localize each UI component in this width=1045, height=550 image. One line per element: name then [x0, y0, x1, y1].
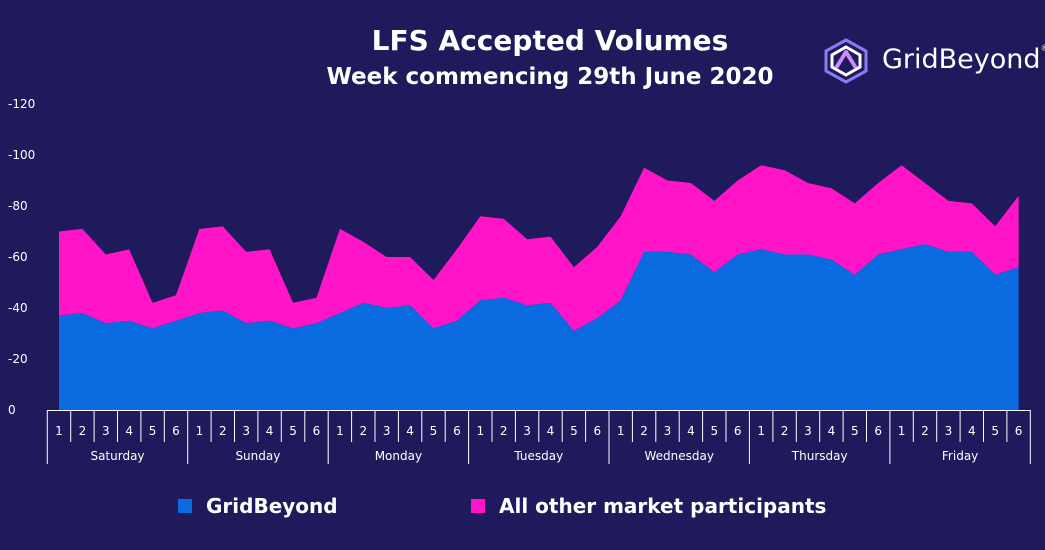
y-tick-label: -80	[8, 199, 28, 213]
series-area-others	[59, 165, 1019, 331]
x-day-label: Sunday	[235, 449, 280, 463]
x-period-label: 6	[593, 424, 601, 438]
x-period-label: 5	[430, 424, 438, 438]
x-period-label: 2	[359, 424, 367, 438]
x-period-label: 1	[898, 424, 906, 438]
chart-title-block: LFS Accepted Volumes Week commencing 29t…	[0, 24, 1045, 93]
x-period-label: 4	[828, 424, 836, 438]
x-period-label: 5	[570, 424, 578, 438]
chart-subtitle: Week commencing 29th June 2020	[326, 64, 774, 90]
series-area-gridbeyond	[59, 244, 1019, 410]
legend-label-gridbeyond: GridBeyond	[206, 494, 338, 518]
legend-label-others: All other market participants	[499, 494, 827, 518]
y-tick-label: -120	[8, 97, 35, 111]
x-period-label: 2	[219, 424, 227, 438]
x-period-label: 3	[945, 424, 953, 438]
x-period-label: 6	[734, 424, 742, 438]
logo-text: GridBeyond®	[882, 44, 1045, 75]
x-period-label: 2	[781, 424, 789, 438]
gridbeyond-logo-icon	[824, 38, 868, 84]
x-period-label: 6	[453, 424, 461, 438]
x-day-label: Saturday	[90, 449, 144, 463]
x-period-label: 4	[687, 424, 695, 438]
x-period-label: 3	[383, 424, 391, 438]
x-period-label: 5	[710, 424, 718, 438]
x-day-label: Tuesday	[513, 449, 563, 463]
y-tick-label: -40	[8, 301, 28, 315]
x-period-label: 4	[968, 424, 976, 438]
x-period-label: 2	[921, 424, 929, 438]
x-period-label: 3	[523, 424, 531, 438]
chart-title: LFS Accepted Volumes	[371, 24, 729, 57]
x-period-label: 4	[547, 424, 555, 438]
gridbeyond-logo: GridBeyond®	[822, 38, 1045, 84]
x-period-label: 1	[757, 424, 765, 438]
logo-registered-mark: ®	[1041, 44, 1045, 54]
x-day-label: Monday	[375, 449, 422, 463]
x-period-label: 3	[242, 424, 250, 438]
x-period-label: 6	[313, 424, 321, 438]
x-period-label: 1	[196, 424, 204, 438]
x-period-label: 1	[476, 424, 484, 438]
x-period-label: 6	[874, 424, 882, 438]
x-period-label: 4	[266, 424, 274, 438]
y-tick-label: -100	[8, 148, 35, 162]
x-period-label: 1	[55, 424, 63, 438]
x-period-label: 4	[125, 424, 133, 438]
x-day-label: Friday	[942, 449, 978, 463]
legend-swatch-gridbeyond	[178, 499, 192, 513]
x-period-label: 5	[149, 424, 157, 438]
logo-wordmark: GridBeyond	[882, 44, 1041, 75]
x-period-label: 4	[406, 424, 414, 438]
x-period-label: 5	[991, 424, 999, 438]
x-period-label: 2	[79, 424, 87, 438]
x-period-label: 2	[640, 424, 648, 438]
legend-item-others: All other market participants	[471, 490, 826, 522]
y-tick-label: -20	[8, 352, 28, 366]
x-period-label: 2	[500, 424, 508, 438]
x-period-label: 1	[617, 424, 625, 438]
x-day-label: Wednesday	[644, 449, 713, 463]
x-period-label: 3	[102, 424, 110, 438]
x-period-label: 5	[851, 424, 859, 438]
y-tick-label: -60	[8, 250, 28, 264]
x-period-label: 3	[804, 424, 812, 438]
x-period-label: 6	[172, 424, 180, 438]
x-period-label: 1	[336, 424, 344, 438]
legend-item-gridbeyond: GridBeyond	[178, 490, 338, 522]
x-period-label: 6	[1015, 424, 1023, 438]
y-tick-label: 0	[8, 403, 16, 417]
x-period-label: 5	[289, 424, 297, 438]
x-period-label: 3	[664, 424, 672, 438]
legend-swatch-others	[471, 499, 485, 513]
x-day-label: Thursday	[791, 449, 848, 463]
